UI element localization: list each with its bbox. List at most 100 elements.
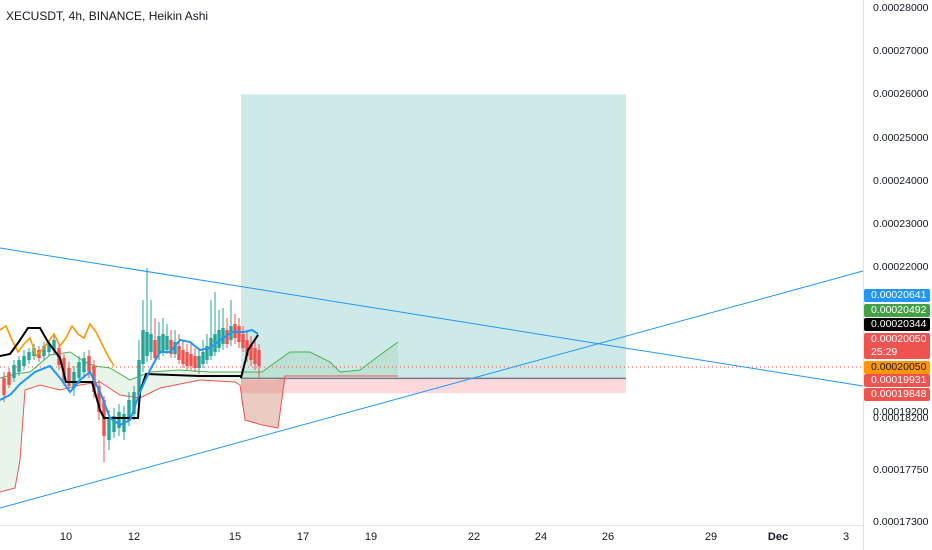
bar-countdown: 25:29 — [871, 346, 898, 358]
price-tag-value: 0.00020050 — [871, 361, 927, 373]
price-tag-value: 0.00020492 — [871, 304, 927, 316]
price-axis[interactable] — [863, 0, 932, 550]
price-tag-value: 0.00020344 — [871, 318, 927, 330]
descending-trendline — [0, 247, 864, 387]
cloud-fill-bearish — [241, 376, 285, 428]
price-tick-label: 0.00028000 — [873, 2, 929, 14]
candle-body — [153, 340, 157, 358]
time-tick-label: 15 — [228, 531, 242, 543]
price-tick-label: 0.00024000 — [873, 174, 929, 187]
candle-body — [42, 346, 46, 356]
time-tick-label: 26 — [601, 531, 615, 543]
price-tag-value: 0.00020050 — [871, 333, 927, 345]
time-tick-label: 22 — [467, 531, 481, 543]
candle-body — [253, 348, 257, 364]
candle-body — [87, 356, 91, 372]
price-tick-label: 0.00026000 — [873, 88, 929, 101]
candle-body — [181, 350, 185, 364]
price-tag: 0.00020492 — [864, 304, 930, 317]
candle-body — [77, 362, 81, 378]
candle-body — [165, 336, 169, 350]
candle-body — [107, 418, 111, 440]
candle-body — [225, 330, 229, 344]
price-tick-label: 0.00027000 — [873, 45, 929, 58]
candle-body — [241, 334, 245, 348]
price-tag-value: 0.00019931 — [871, 374, 927, 386]
ascending-trendline — [0, 270, 864, 509]
senkou-span-b — [0, 375, 398, 493]
candle-body — [249, 344, 253, 360]
long-position-tool[interactable] — [0, 94, 863, 394]
price-tick-label: 0.00017750 — [873, 463, 929, 476]
candle-body — [112, 416, 116, 432]
cloud-fill — [0, 342, 398, 492]
candle-body — [137, 360, 141, 398]
kijun-sen — [0, 327, 259, 419]
candle-body — [257, 350, 261, 366]
time-tick-label: 19 — [364, 531, 378, 543]
candle-body — [62, 358, 66, 380]
candle-body — [221, 328, 225, 344]
candle-body — [127, 400, 131, 420]
candle-body — [157, 336, 161, 354]
price-tag-value: 0.00020641 — [871, 289, 927, 301]
price-tag: 0.00020050 — [864, 361, 930, 374]
price-tick-label: 0.00023000 — [873, 217, 929, 230]
candle-body — [149, 334, 153, 352]
candle-body — [132, 392, 136, 414]
price-tag: 0.00019848 — [864, 388, 930, 401]
candle-body — [97, 386, 101, 412]
candle-body — [2, 378, 6, 395]
candle-body — [22, 356, 26, 366]
price-tag: 0.00020050 25:29 — [864, 333, 930, 359]
candle-body — [141, 330, 145, 364]
price-tick-label: 0.00019200 — [873, 406, 929, 418]
time-tick-label: 24 — [534, 531, 548, 543]
candle-body — [217, 330, 221, 348]
candle-body — [27, 352, 31, 360]
price-tick-label: 0.00017300 — [873, 516, 929, 528]
chart-title: XECUSDT, 4h, BINANCE, Heikin Ashi — [6, 9, 209, 23]
candle-body — [193, 356, 197, 368]
stop-loss-zone — [241, 378, 626, 394]
chikou-span — [0, 322, 115, 367]
price-tick-label: 0.00025000 — [873, 131, 929, 144]
price-tag-value: 0.00019848 — [871, 388, 927, 400]
candle-body — [12, 365, 16, 378]
ichimoku-cloud — [0, 341, 399, 493]
time-tick-label: 12 — [127, 531, 141, 543]
price-tag: 0.00019931 — [864, 374, 930, 387]
time-tick-label: Dec — [767, 531, 789, 543]
candle-body — [177, 346, 181, 360]
candle-body — [161, 334, 165, 352]
candle-body — [201, 352, 205, 364]
trendlines[interactable] — [0, 247, 864, 509]
time-axis-line — [0, 525, 863, 526]
price-tag: 0.00020344 — [864, 318, 930, 331]
candle-body — [197, 356, 201, 368]
candle-body — [169, 340, 173, 354]
candle-body — [72, 372, 76, 388]
time-tick-label: 29 — [704, 531, 718, 543]
candle-body — [145, 332, 149, 356]
price-tick-label: 0.00018200 — [873, 411, 929, 424]
candle-body — [245, 340, 249, 356]
candle-body — [189, 354, 193, 366]
time-tick-label: 3 — [842, 531, 850, 543]
time-tick-label: 10 — [59, 531, 73, 543]
time-tick-label: 17 — [296, 531, 310, 543]
candle-body — [17, 360, 21, 372]
indicator-lines — [0, 322, 259, 427]
price-tick-label: 0.00022000 — [873, 261, 929, 273]
candle-body — [52, 340, 56, 350]
candle-body — [117, 412, 121, 428]
candle-body — [205, 346, 209, 360]
candle-body — [173, 342, 177, 354]
candle-body — [67, 368, 71, 386]
profit-zone — [241, 94, 626, 379]
tenkan-sen — [0, 328, 259, 427]
candle-body — [47, 344, 51, 352]
candle-body — [185, 352, 189, 366]
price-tag: 0.00020641 — [864, 289, 930, 302]
